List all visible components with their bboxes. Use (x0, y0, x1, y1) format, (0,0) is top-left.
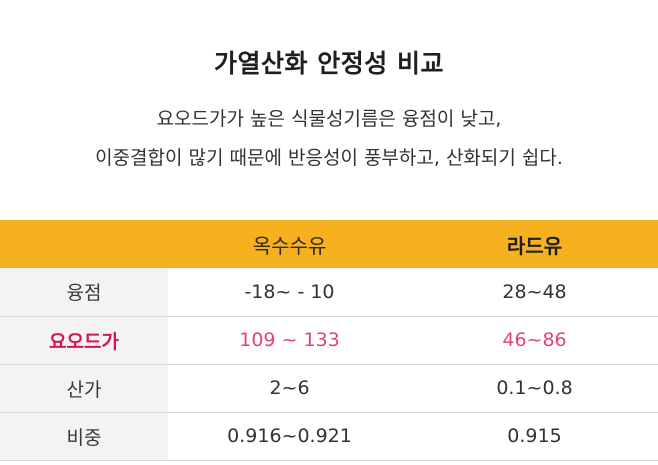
table-row-iodine-value: 요오드가 109 ~ 133 46~86 (0, 316, 658, 364)
table-row-acid-value: 산가 2~6 0.1~0.8 (0, 364, 658, 412)
description-line-1: 요오드가가 높은 식물성기름은 융점이 낮고, (156, 108, 502, 130)
table-row-melting-point: 융점 -18~ - 10 28~48 (0, 268, 658, 316)
page-title: 가열산화 안정성 비교 (214, 49, 444, 78)
comparison-table: 옥수수유 라드유 융점 -18~ - 10 28~48 요오드가 109 ~ 1… (0, 220, 658, 461)
cell-corn-melting-point: -18~ - 10 (168, 268, 411, 316)
cell-corn-iodine-value: 109 ~ 133 (168, 316, 411, 364)
table-header-row: 옥수수유 라드유 (0, 220, 658, 268)
row-label-acid-value: 산가 (0, 364, 168, 412)
cell-lard-melting-point: 28~48 (411, 268, 658, 316)
row-label-specific-gravity: 비중 (0, 412, 168, 460)
description-line-2: 이중결합이 많기 때문에 반응성이 풍부하고, 산화되기 쉽다. (95, 147, 563, 169)
header-corn-oil: 옥수수유 (252, 233, 327, 258)
row-label-melting-point: 융점 (0, 268, 168, 316)
cell-lard-specific-gravity: 0.915 (411, 412, 658, 460)
header-lard-oil: 라드유 (506, 233, 563, 258)
row-label-iodine-value: 요오드가 (0, 316, 168, 364)
cell-lard-iodine-value: 46~86 (411, 316, 658, 364)
table-row-specific-gravity: 비중 0.916~0.921 0.915 (0, 412, 658, 460)
cell-corn-acid-value: 2~6 (168, 364, 411, 412)
cell-lard-acid-value: 0.1~0.8 (411, 364, 658, 412)
header-empty-cell (0, 220, 168, 268)
cell-corn-specific-gravity: 0.916~0.921 (168, 412, 411, 460)
